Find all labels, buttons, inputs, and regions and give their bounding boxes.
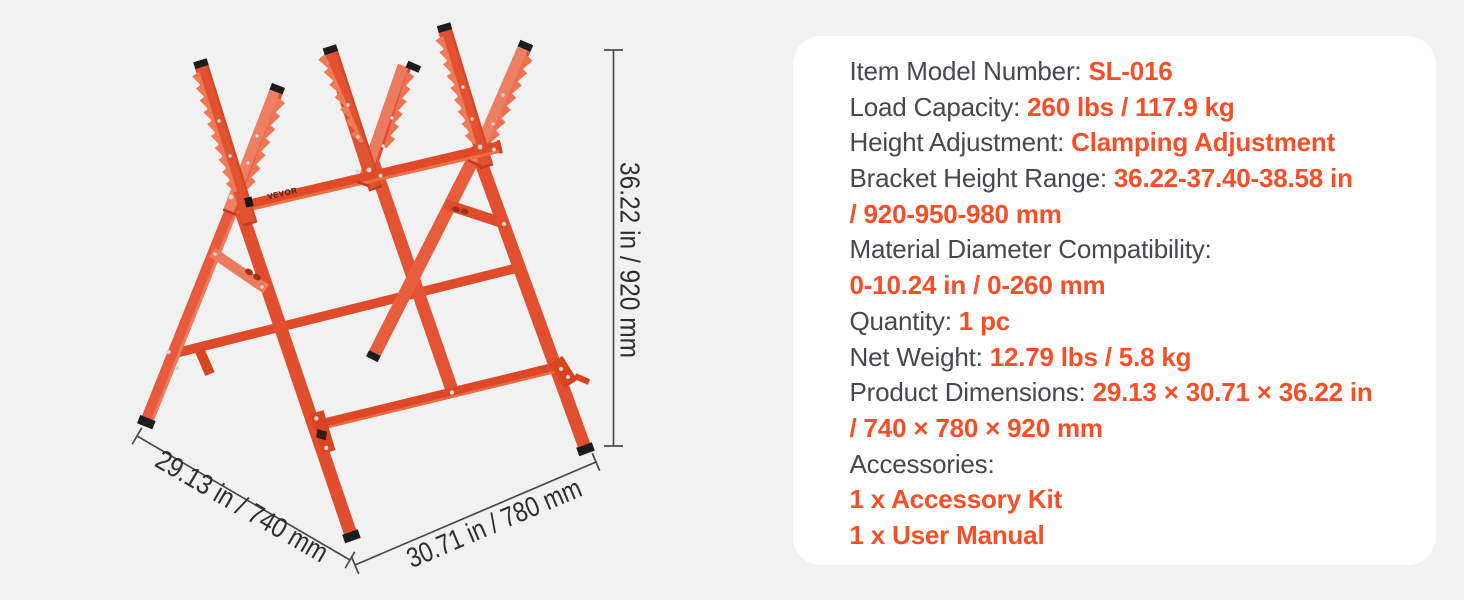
svg-text:30.71 in / 780 mm: 30.71 in / 780 mm: [402, 472, 586, 574]
svg-text:36.22 in / 920 mm: 36.22 in / 920 mm: [615, 162, 646, 358]
svg-text:29.13 in / 740 mm: 29.13 in / 740 mm: [150, 444, 333, 568]
